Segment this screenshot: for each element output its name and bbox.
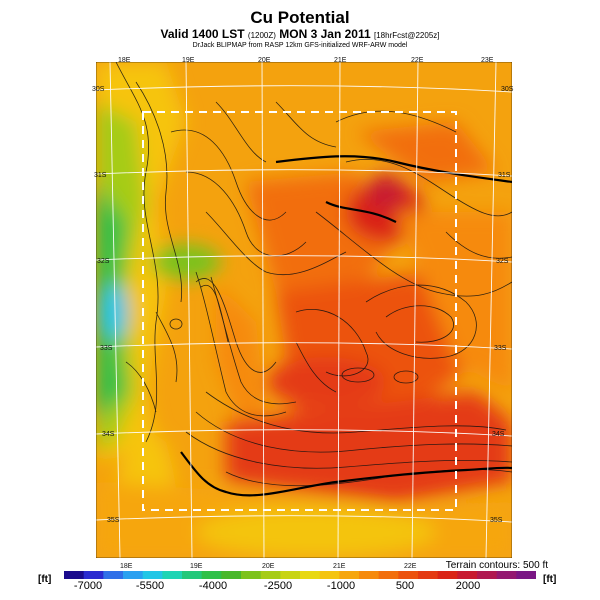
- colorbar-swatch: [103, 571, 124, 579]
- colorbar-swatch: [496, 571, 517, 579]
- colorbar-swatch: [83, 571, 104, 579]
- colorbar-tick: 500: [395, 580, 415, 592]
- lon-label-bottom: 21E: [333, 563, 346, 570]
- lat-label-right: 30S: [501, 86, 514, 93]
- valid-time: Valid 1400 LST: [160, 27, 245, 41]
- colorbar-tick: -7000: [73, 580, 103, 592]
- colorbar-swatch: [201, 571, 222, 579]
- lon-label-bottom: 22E: [404, 563, 417, 570]
- colorbar-swatch: [64, 571, 85, 579]
- colorbar-swatch: [437, 571, 458, 579]
- colorbar-unit-left: [ft]: [38, 574, 52, 585]
- lon-label-bottom: 19E: [190, 563, 203, 570]
- colorbar-tick: -5500: [135, 580, 165, 592]
- map-credit: DrJack BLIPMAP from RASP 12km GFS-initia…: [192, 42, 408, 49]
- colorbar-tick: -4000: [198, 580, 228, 592]
- lat-label-left: 33S: [100, 345, 113, 352]
- utc-time: (1200Z): [247, 31, 276, 40]
- lat-label-left: 32S: [97, 258, 110, 265]
- lon-label-top: 23E: [481, 57, 494, 64]
- lat-label-left: 30S: [92, 86, 105, 93]
- colorbar-tick: -1000: [326, 580, 356, 592]
- colorbar-swatch: [260, 571, 281, 579]
- colorbar-swatch: [221, 571, 242, 579]
- colorbar-swatch: [457, 571, 478, 579]
- colorbar-swatch: [477, 571, 498, 579]
- terrain-contours-note: Terrain contours: 500 ft: [445, 560, 548, 571]
- colorbar-tick: -2500: [263, 580, 293, 592]
- colorbar-swatch: [516, 571, 536, 579]
- colorbar-swatch: [280, 571, 301, 579]
- lat-label-left: 34S: [102, 431, 115, 438]
- colorbar-swatch: [162, 571, 183, 579]
- lon-label-top: 18E: [118, 57, 131, 64]
- colorbar-swatch: [339, 571, 360, 579]
- lat-label-right: 35S: [490, 517, 503, 524]
- colorbar: [64, 571, 536, 579]
- colorbar-swatch: [142, 571, 163, 579]
- colorbar-swatch: [398, 571, 419, 579]
- lat-label-right: 32S: [496, 258, 509, 265]
- forecast-info: [18hrFcst@2205z]: [374, 31, 440, 40]
- lat-label-left: 35S: [107, 517, 120, 524]
- forecast-map: [96, 62, 512, 558]
- lon-label-bottom: 20E: [262, 563, 275, 570]
- lon-label-top: 22E: [411, 57, 424, 64]
- lon-label-top: 20E: [258, 57, 271, 64]
- colorbar-swatch: [359, 571, 380, 579]
- lat-label-left: 31S: [94, 172, 107, 179]
- colorbar-swatch: [123, 571, 144, 579]
- domain-boundary: [142, 111, 457, 511]
- colorbar-swatch: [300, 571, 321, 579]
- colorbar-unit-right: [ft]: [543, 574, 557, 585]
- lat-label-right: 34S: [492, 431, 505, 438]
- valid-date: MON 3 Jan 2011: [279, 27, 371, 41]
- colorbar-swatch: [418, 571, 439, 579]
- lat-label-right: 33S: [494, 345, 507, 352]
- map-subtitle: Valid 1400 LST (1200Z) MON 3 Jan 2011 [1…: [0, 27, 600, 41]
- lon-label-top: 21E: [334, 57, 347, 64]
- lon-label-bottom: 18E: [120, 563, 133, 570]
- colorbar-swatch: [182, 571, 203, 579]
- lon-label-top: 19E: [182, 57, 195, 64]
- coastline: [180, 155, 512, 497]
- colorbar-swatch: [319, 571, 340, 579]
- colorbar-tick: 2000: [455, 580, 481, 592]
- map-title: Cu Potential: [250, 8, 350, 27]
- lat-label-right: 31S: [498, 172, 511, 179]
- colorbar-swatch: [378, 571, 399, 579]
- colorbar-swatch: [241, 571, 262, 579]
